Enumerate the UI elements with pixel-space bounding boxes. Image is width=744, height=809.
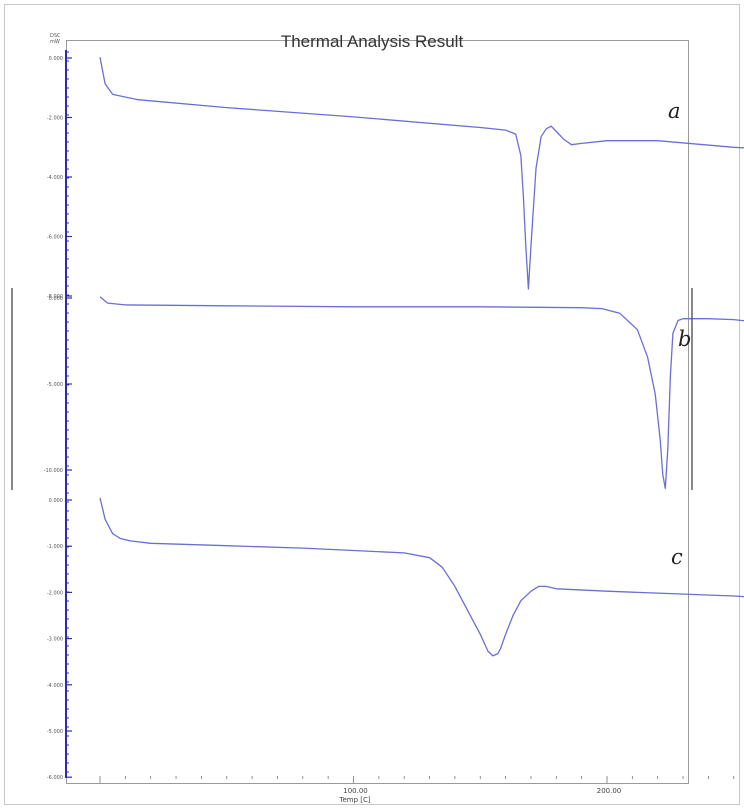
y-tick-label: -2.000 — [47, 590, 63, 596]
curve-label-c: c — [671, 545, 683, 569]
y-tick-label: -4.000 — [47, 175, 63, 181]
dsc-curve-a — [99, 57, 744, 290]
x-tick-label: 200.00 — [597, 787, 622, 795]
y-tick-label: -8.000 — [47, 294, 63, 300]
curve-label-b: b — [678, 327, 691, 351]
y-tick-label: -6.000 — [47, 235, 63, 241]
axis-layer — [65, 50, 735, 783]
y-axis-unit: mW — [50, 39, 60, 45]
y-tick-label: -10.000 — [44, 468, 63, 474]
y-tick-label: -6.000 — [47, 775, 63, 781]
y-tick-label: 0.000 — [49, 56, 63, 62]
dsc-curve-b — [99, 296, 744, 490]
y-tick-label: -1.000 — [47, 544, 63, 550]
x-tick-label: 100.00 — [343, 787, 368, 795]
y-tick-label: -5.000 — [47, 382, 63, 388]
x-axis-title: Temp [C] — [338, 796, 370, 804]
y-tick-label: -4.000 — [47, 683, 63, 689]
plot-frame — [66, 40, 689, 784]
curve-layer — [99, 57, 744, 657]
y-tick-label: 0.000 — [49, 296, 63, 302]
page-border — [4, 4, 740, 805]
y-tick-label: 0.000 — [49, 498, 63, 504]
chart-title: Thermal Analysis Result — [281, 32, 464, 51]
y-tick-label: -5.000 — [47, 729, 63, 735]
dsc-curve-c — [99, 497, 744, 657]
y-axis-title: DSC — [50, 33, 61, 39]
curve-label-a: a — [668, 99, 681, 123]
curve-labels: a b c — [668, 99, 691, 569]
y-tick-label: -3.000 — [47, 637, 63, 643]
y-tick-label: -2.000 — [47, 116, 63, 122]
y-tick-labels: 0.000-2.000-4.000-6.000-8.0000.000-5.000… — [44, 56, 63, 781]
panel-edges — [11, 288, 693, 490]
